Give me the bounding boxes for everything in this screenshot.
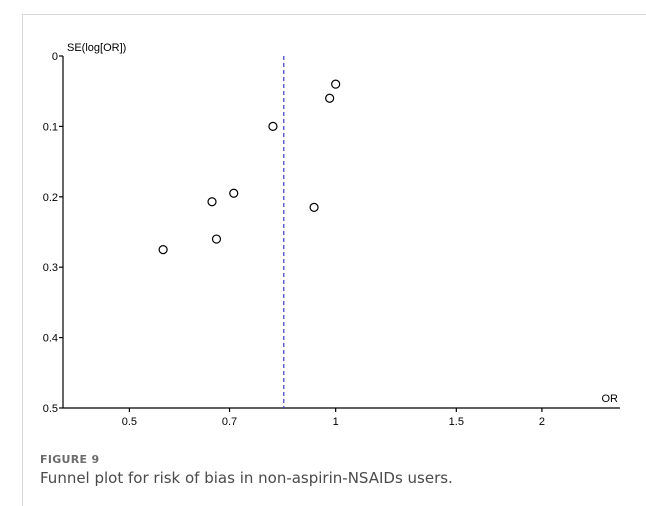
x-tick-label: 0.5: [122, 416, 137, 428]
study-point: [229, 188, 239, 198]
x-tick-label: 2: [539, 416, 545, 428]
figure-label: FIGURE 9: [40, 453, 100, 466]
y-tick-label: 0.2: [43, 192, 58, 204]
y-tick-label: 0.1: [43, 121, 58, 133]
study-point: [331, 79, 341, 89]
study-point: [325, 93, 335, 103]
figure-caption: Funnel plot for risk of bias in non-aspi…: [40, 469, 453, 487]
x-tick-label: 1: [333, 416, 339, 428]
study-point: [207, 197, 217, 207]
study-points: [158, 79, 341, 255]
x-axis-label: OR: [602, 393, 619, 405]
y-axis-label: SE(log[OR]): [67, 42, 126, 54]
y-axis-ticks: 0 0.1 0.2 0.3 0.4 0.5: [43, 51, 63, 415]
figure-frame-left: [22, 14, 23, 506]
y-tick-label: 0.5: [43, 403, 58, 415]
x-tick-label: 1.5: [449, 416, 464, 428]
y-tick-label: 0: [52, 51, 58, 63]
study-point: [211, 234, 222, 244]
study-point: [158, 245, 168, 255]
study-point: [268, 121, 278, 132]
y-tick-label: 0.3: [43, 262, 58, 274]
study-point: [309, 202, 319, 212]
figure-frame-top: [22, 14, 646, 15]
x-tick-label: 0.7: [222, 416, 237, 428]
x-axis-ticks: 0.5 0.7 1 1.5 2: [122, 408, 545, 428]
y-tick-label: 0.4: [43, 333, 58, 345]
